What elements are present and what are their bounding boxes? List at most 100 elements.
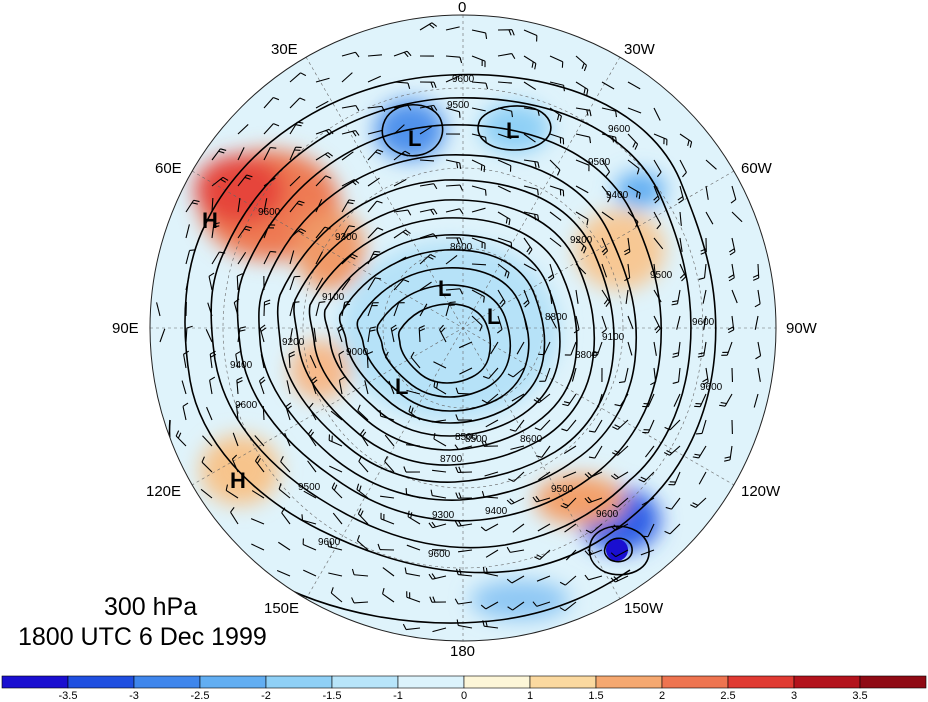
colorbar-swatch xyxy=(661,675,729,689)
wind-barb xyxy=(513,471,525,482)
wind-barb xyxy=(497,315,503,330)
wind-barb xyxy=(458,549,473,553)
wind-barb-feather xyxy=(481,440,485,447)
wind-barb-feather xyxy=(430,209,435,215)
wind-barb-feather xyxy=(324,226,331,230)
wind-barb xyxy=(382,567,395,577)
wind-barb-feather xyxy=(381,106,386,112)
wind-barb-feather xyxy=(325,175,332,179)
wind-barb-feather xyxy=(208,272,215,277)
wind-barb xyxy=(497,289,506,303)
wind-barb xyxy=(562,471,577,478)
wind-barb xyxy=(289,175,301,187)
wind-barb-feather xyxy=(369,329,376,332)
wind-barb xyxy=(497,237,512,243)
wind-barb xyxy=(393,279,404,291)
wind-barb xyxy=(313,328,317,343)
contour-label: 9300 xyxy=(335,232,358,243)
wind-barb-feather xyxy=(480,164,483,171)
wind-barb xyxy=(549,107,562,117)
wind-barb-feather xyxy=(534,63,537,70)
wind-barb-feather xyxy=(614,424,621,428)
wind-barb-feather xyxy=(612,136,615,143)
wind-barb-feather xyxy=(584,574,589,581)
contour-label: 9100 xyxy=(322,292,345,303)
wind-barb-feather xyxy=(482,375,489,380)
wind-barb xyxy=(590,523,603,534)
wind-barb xyxy=(341,104,356,109)
wind-barb xyxy=(705,211,714,225)
wind-barb-feather xyxy=(431,573,436,579)
wind-barb xyxy=(315,175,327,187)
wind-barb-feather xyxy=(506,546,511,553)
wind-barb-feather xyxy=(458,466,462,473)
longitude-label-30e: 30E xyxy=(271,41,298,58)
wind-barb xyxy=(471,315,483,327)
wind-barb xyxy=(263,147,271,161)
contour-label: 9100 xyxy=(602,332,625,343)
wind-barb-feather xyxy=(338,350,345,355)
colorbar-swatch xyxy=(727,675,795,689)
wind-barb xyxy=(510,445,525,450)
wind-barb-feather xyxy=(355,51,360,58)
wind-barb-feather xyxy=(700,251,707,255)
wind-barb-feather xyxy=(311,376,317,382)
wind-barb xyxy=(497,211,511,220)
wind-barb-feather xyxy=(433,81,437,88)
wind-barb-feather xyxy=(439,324,444,330)
wind-barb-feather xyxy=(456,162,459,169)
wind-barb xyxy=(549,211,562,221)
wind-barb-feather xyxy=(353,179,360,184)
contour-label: 9600 xyxy=(692,317,715,328)
wind-barb xyxy=(308,407,317,421)
wind-barb xyxy=(419,208,434,213)
wind-barb xyxy=(601,185,612,198)
wind-barb xyxy=(484,625,499,629)
wind-barb xyxy=(731,185,737,200)
wind-barb xyxy=(445,75,459,83)
wind-barb xyxy=(330,592,343,603)
wind-barb xyxy=(341,178,355,187)
wind-barb xyxy=(597,393,603,408)
wind-barb xyxy=(380,518,395,525)
wind-barb xyxy=(653,289,662,303)
wind-barb-feather xyxy=(624,277,630,282)
wind-barb xyxy=(263,251,271,265)
contour-label: 9200 xyxy=(282,337,305,348)
wind-barb-feather xyxy=(236,402,243,407)
low-center-marker: L xyxy=(506,118,519,143)
wind-barb xyxy=(433,386,447,395)
wind-barb-feather xyxy=(449,301,456,304)
wind-barb-feather xyxy=(408,405,412,412)
wind-barb-feather xyxy=(601,247,607,253)
wind-barb xyxy=(407,516,421,525)
wind-barb-feather xyxy=(613,576,619,582)
wind-barb xyxy=(418,327,421,343)
colorbar-swatch xyxy=(793,675,861,689)
wind-barb xyxy=(536,497,551,503)
wind-barb xyxy=(627,237,631,252)
wind-barb xyxy=(471,29,486,34)
wind-barb-feather xyxy=(189,249,196,252)
contour-label: 8800 xyxy=(545,312,568,323)
wind-barb xyxy=(209,380,213,395)
wind-barb-feather xyxy=(355,105,360,111)
anomaly-positive-pacific xyxy=(535,475,625,525)
wind-barb xyxy=(367,328,371,343)
wind-barb-feather xyxy=(687,139,690,147)
longitude-label-150w: 150W xyxy=(624,600,664,617)
wind-barb-feather xyxy=(309,431,315,438)
wind-barb xyxy=(230,511,239,525)
colorbar-label: 0 xyxy=(461,690,467,702)
contour-label: 9600 xyxy=(700,382,723,393)
wind-barb xyxy=(406,627,421,631)
wind-barb xyxy=(536,601,551,607)
wind-barb-feather xyxy=(613,524,619,530)
contour-label: 9500 xyxy=(447,100,470,111)
wind-barb-feather xyxy=(536,554,543,558)
wind-barb xyxy=(307,460,317,473)
wind-barb xyxy=(677,341,681,356)
wind-barb xyxy=(497,263,510,273)
wind-barb-feather xyxy=(614,404,621,407)
wind-barb xyxy=(588,575,603,581)
